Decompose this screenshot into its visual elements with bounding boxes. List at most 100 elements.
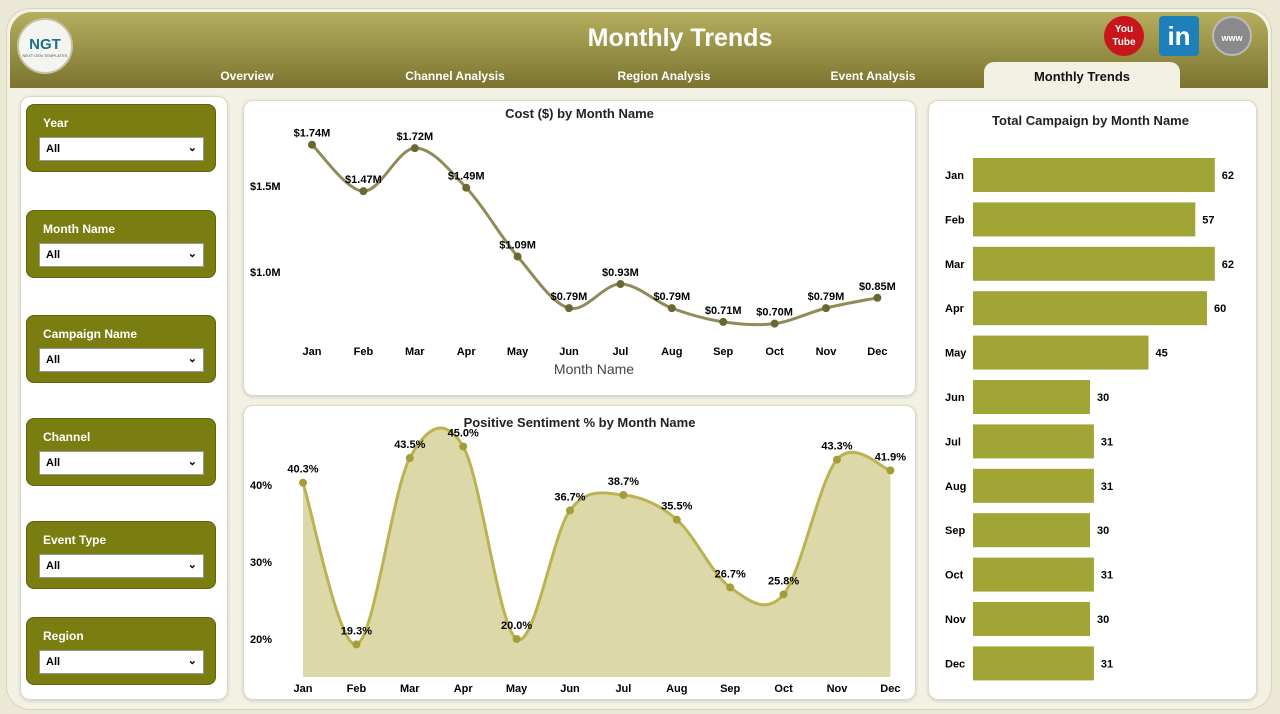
bar[interactable] <box>973 646 1094 681</box>
data-point[interactable] <box>405 454 414 463</box>
data-label: 62 <box>1222 259 1234 271</box>
tab-overview[interactable]: Overview <box>220 69 274 83</box>
data-point[interactable] <box>619 491 628 500</box>
sentiment-area <box>303 427 891 677</box>
bar[interactable] <box>973 424 1094 459</box>
data-point[interactable] <box>410 144 419 153</box>
x-tick-label: Apr <box>454 683 474 695</box>
website-globe-icon[interactable]: www <box>1212 16 1252 56</box>
bar[interactable] <box>973 557 1094 592</box>
bar[interactable] <box>973 158 1215 192</box>
slicer-value: All <box>46 560 61 572</box>
chevron-down-icon: ⌄ <box>187 353 197 365</box>
data-point[interactable] <box>770 319 779 328</box>
data-point[interactable] <box>672 515 681 524</box>
slicer-dropdown[interactable]: All ⌄ <box>39 650 204 674</box>
logo-subtext: NEXT GEN TEMPLATES <box>22 53 68 58</box>
cost-chart-card <box>243 100 916 396</box>
y-tick-label: Mar <box>945 259 965 271</box>
page-title: Monthly Trends <box>587 24 773 52</box>
data-point[interactable] <box>873 293 882 302</box>
slicer-value: All <box>46 143 61 155</box>
data-point[interactable] <box>299 478 307 487</box>
data-label: $1.49M <box>448 171 485 183</box>
data-point[interactable] <box>886 466 895 475</box>
y-tick-label: Dec <box>945 658 965 670</box>
bar[interactable] <box>973 246 1215 281</box>
slicer-dropdown[interactable]: All ⌄ <box>39 137 204 161</box>
data-label: $1.09M <box>499 240 536 252</box>
bar[interactable] <box>973 468 1094 503</box>
data-label: 31 <box>1101 481 1113 493</box>
slicer-year: Year All ⌄ <box>26 104 216 172</box>
data-label: $1.74M <box>294 128 331 140</box>
data-label: 20.0% <box>501 620 532 632</box>
data-label: 19.3% <box>341 625 372 637</box>
data-point[interactable] <box>308 140 316 149</box>
x-tick-label: Jan <box>294 683 313 695</box>
data-point[interactable] <box>726 583 735 592</box>
data-point[interactable] <box>822 304 830 313</box>
x-tick-label: May <box>507 346 529 358</box>
data-point[interactable] <box>833 455 841 464</box>
slicer-dropdown[interactable]: All ⌄ <box>39 451 204 475</box>
slicer-label: Campaign Name <box>43 327 138 341</box>
data-label: $0.79M <box>653 291 690 303</box>
y-tick-label: Jun <box>945 392 965 404</box>
data-point[interactable] <box>565 304 573 313</box>
slicer-label: Region <box>43 629 84 643</box>
data-point[interactable] <box>512 635 521 643</box>
data-label: 35.5% <box>661 501 692 513</box>
y-tick-label: $1.0M <box>250 267 281 279</box>
data-point[interactable] <box>513 252 522 261</box>
data-label: $0.93M <box>602 267 639 279</box>
x-tick-label: Sep <box>720 683 740 695</box>
bar[interactable] <box>973 513 1090 548</box>
x-tick-label: Feb <box>347 683 367 695</box>
x-tick-label: Mar <box>400 683 420 695</box>
y-tick-label: 30% <box>250 557 272 569</box>
linkedin-icon[interactable]: in <box>1159 16 1199 56</box>
campaign-chart-title: Total Campaign by Month Name <box>992 113 1189 128</box>
slicer-dropdown[interactable]: All ⌄ <box>39 554 204 578</box>
data-label: 60 <box>1214 303 1226 315</box>
data-point[interactable] <box>616 280 625 289</box>
x-tick-label: Jul <box>612 346 628 358</box>
x-tick-label: Sep <box>713 346 733 358</box>
data-point[interactable] <box>667 304 676 313</box>
data-label: 31 <box>1101 436 1113 448</box>
filter-panel <box>20 96 228 700</box>
bar[interactable] <box>973 602 1090 636</box>
y-tick-label: Nov <box>945 614 967 626</box>
slicer-dropdown[interactable]: All ⌄ <box>39 243 204 267</box>
data-point[interactable] <box>566 506 574 515</box>
slicer-label: Event Type <box>43 533 107 547</box>
x-tick-label: Jul <box>615 683 631 695</box>
x-tick-label: Jun <box>560 683 580 695</box>
x-axis-title: Month Name <box>554 361 634 377</box>
slicer-dropdown[interactable]: All ⌄ <box>39 348 204 372</box>
chevron-down-icon: ⌄ <box>187 655 197 667</box>
data-point[interactable] <box>352 640 361 649</box>
tab-channel-analysis[interactable]: Channel Analysis <box>405 69 505 83</box>
tab-event-analysis[interactable]: Event Analysis <box>830 69 916 83</box>
slicer-label: Year <box>43 116 69 130</box>
data-label: $0.79M <box>808 291 845 303</box>
data-point[interactable] <box>779 590 788 599</box>
data-point[interactable] <box>459 442 468 451</box>
bar[interactable] <box>973 291 1207 326</box>
tab-region-analysis[interactable]: Region Analysis <box>617 69 711 83</box>
data-point[interactable] <box>719 317 728 326</box>
data-label: 30 <box>1097 525 1109 537</box>
data-label: $1.72M <box>396 131 433 143</box>
tab-monthly-trends[interactable]: Monthly Trends <box>984 62 1180 88</box>
data-point[interactable] <box>462 183 471 192</box>
bar[interactable] <box>973 202 1196 237</box>
data-label: 30 <box>1097 392 1109 404</box>
data-label: 25.8% <box>768 575 799 587</box>
slicer-event-type: Event Type All ⌄ <box>26 521 216 589</box>
youtube-icon[interactable]: You Tube <box>1104 16 1144 56</box>
bar[interactable] <box>973 380 1090 414</box>
data-point[interactable] <box>359 187 368 196</box>
bar[interactable] <box>973 335 1149 370</box>
